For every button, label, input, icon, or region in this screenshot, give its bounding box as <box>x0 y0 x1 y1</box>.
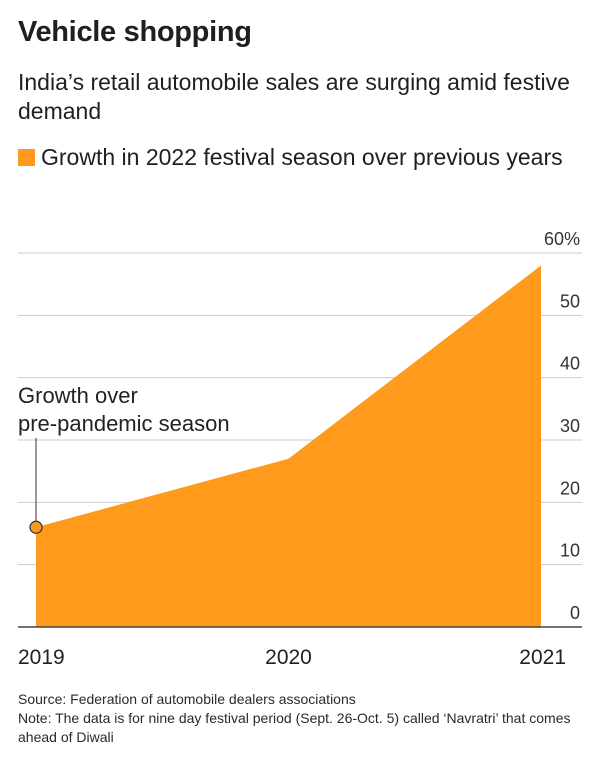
source-note: Source: Federation of automobile dealers… <box>18 691 356 707</box>
chart-subtitle: India’s retail automobile sales are surg… <box>18 69 570 124</box>
annotation-marker <box>29 520 43 534</box>
x-tick-label-2021: 2021 <box>519 646 566 669</box>
chart-title: Vehicle shopping <box>18 16 252 48</box>
area-chart: 0 10 20 30 40 50 60% 2019 2020 2021 Growth over pre… <box>18 229 582 669</box>
x-tick-label-2020: 2020 <box>265 646 312 669</box>
y-tick-label-50: 50 <box>560 291 580 311</box>
legend: Growth in 2022 festival season over prev… <box>18 143 578 172</box>
annotation-label-line-2: pre-pandemic season <box>18 411 230 436</box>
y-tick-label-10: 10 <box>560 541 580 561</box>
y-tick-label-20: 20 <box>560 478 580 498</box>
footer: Source: Federation of automobile dealers… <box>18 690 588 747</box>
y-tick-label-30: 30 <box>560 416 580 436</box>
y-tick-label-40: 40 <box>560 354 580 374</box>
y-tick-label-60: 60% <box>544 229 580 249</box>
y-tick-label-0: 0 <box>570 603 580 623</box>
data-note: Note: The data is for nine day festival … <box>18 710 571 745</box>
x-tick-label-2019: 2019 <box>18 646 65 669</box>
legend-swatch <box>18 149 35 166</box>
legend-label: Growth in 2022 festival season over prev… <box>41 144 563 170</box>
area-series <box>36 265 541 627</box>
annotation-label-line-1: Growth over <box>18 383 138 408</box>
